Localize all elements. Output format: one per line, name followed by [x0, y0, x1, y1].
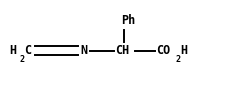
Text: H: H [180, 44, 188, 57]
Text: CO: CO [157, 44, 171, 57]
Text: CH: CH [115, 44, 129, 57]
Text: Ph: Ph [121, 14, 135, 27]
Text: 2: 2 [176, 55, 181, 64]
Text: C: C [24, 44, 31, 57]
Text: 2: 2 [20, 55, 25, 64]
Text: N: N [80, 44, 87, 57]
Text: H: H [10, 44, 17, 57]
